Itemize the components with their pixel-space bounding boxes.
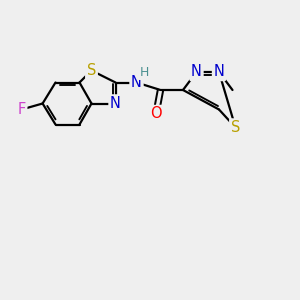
Text: N: N xyxy=(110,96,121,111)
Text: O: O xyxy=(150,106,162,122)
Text: N: N xyxy=(191,64,202,80)
Text: F: F xyxy=(17,102,26,117)
Text: H: H xyxy=(139,66,149,80)
Text: S: S xyxy=(87,63,96,78)
Text: N: N xyxy=(131,75,142,90)
Text: S: S xyxy=(231,120,240,135)
Text: N: N xyxy=(214,64,224,80)
